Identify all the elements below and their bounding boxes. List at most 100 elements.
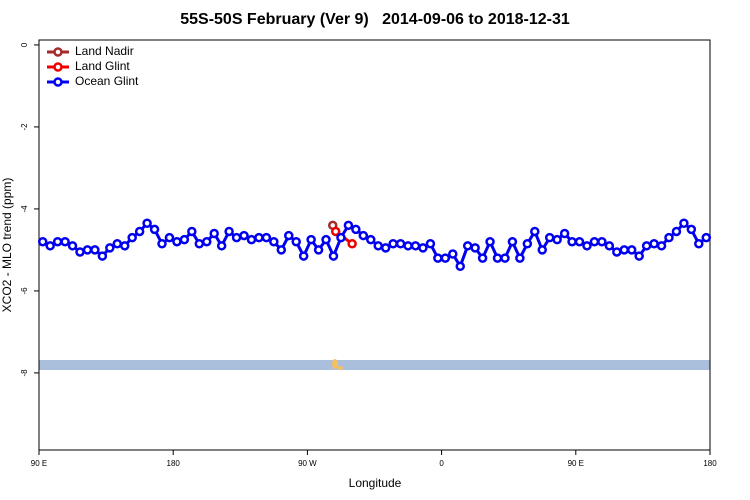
point (37, 236, 48, 247)
point (664, 232, 674, 243)
point (202, 236, 212, 247)
point (343, 220, 354, 231)
point (649, 239, 659, 249)
point (574, 236, 585, 247)
point (448, 249, 458, 259)
point (515, 253, 525, 263)
land-mask-spot (332, 359, 338, 369)
point (485, 236, 495, 247)
point (75, 247, 85, 257)
point (172, 236, 182, 247)
point (477, 253, 488, 263)
y-tick-label: -8 (20, 369, 29, 377)
point (187, 226, 197, 237)
x-tick-label: 0 (439, 459, 444, 468)
y-tick-label: 0 (20, 42, 29, 47)
point (470, 243, 480, 253)
legend-marker (53, 77, 63, 87)
point (276, 245, 287, 255)
point (157, 239, 167, 249)
x-tick-label: 90 W (298, 459, 317, 468)
legend-marker (53, 47, 63, 57)
plot-frame (38, 39, 711, 451)
y-axis-label: XCO2 - MLO trend (ppm) (0, 178, 14, 313)
point (388, 239, 398, 249)
x-tick-label: 180 (167, 459, 181, 468)
point (127, 232, 137, 243)
point (298, 251, 309, 261)
point (380, 243, 391, 253)
point (582, 241, 592, 251)
point (347, 239, 357, 249)
point (507, 236, 518, 247)
point (425, 239, 436, 249)
point (112, 239, 123, 249)
point (52, 236, 63, 247)
point (366, 234, 376, 245)
point (67, 241, 78, 251)
point (179, 234, 190, 245)
point (701, 232, 712, 243)
point (269, 236, 279, 247)
point (60, 236, 70, 247)
point (142, 218, 152, 229)
point (254, 232, 264, 243)
point (671, 226, 682, 237)
point (209, 228, 219, 239)
point (82, 245, 93, 255)
x-tick-label: 180 (703, 459, 717, 468)
point (433, 253, 443, 263)
point (559, 228, 570, 239)
point (694, 239, 704, 249)
point (500, 253, 510, 263)
point (537, 245, 547, 255)
point (656, 241, 667, 251)
point (686, 224, 697, 235)
x-tick-label: 90 E (568, 459, 584, 468)
point (492, 253, 503, 263)
x-tick-label: 90 E (31, 459, 47, 468)
point (634, 251, 644, 261)
y-tick-label: -6 (20, 287, 29, 295)
point (358, 230, 369, 241)
point (619, 245, 630, 255)
point (216, 241, 227, 251)
point (321, 234, 331, 245)
point (328, 251, 339, 261)
point (149, 224, 160, 235)
point (105, 243, 115, 253)
point (239, 230, 249, 241)
point (567, 236, 577, 247)
legend-label: Ocean Glint (75, 74, 139, 88)
point (351, 224, 361, 235)
x-axis-label: Longitude (349, 476, 402, 490)
point (119, 241, 130, 251)
point (306, 234, 316, 245)
point (440, 253, 451, 263)
point (462, 241, 473, 251)
legend-label: Land Glint (75, 59, 130, 73)
y-tick-label: -2 (20, 123, 29, 131)
point (544, 232, 555, 243)
point (330, 226, 341, 237)
point (90, 245, 100, 255)
point (597, 236, 607, 247)
point (291, 236, 301, 247)
point (403, 241, 413, 251)
point (410, 241, 421, 251)
point (522, 239, 533, 249)
point (261, 232, 272, 243)
point (679, 218, 689, 229)
land-mask-band (39, 360, 710, 370)
point (164, 232, 175, 243)
point (418, 243, 428, 253)
legend-label: Land Nadir (75, 44, 134, 58)
point (612, 247, 622, 257)
point (641, 241, 652, 251)
y-tick-label: -4 (20, 205, 29, 213)
point (134, 226, 145, 237)
chart-title: 55S-50S February (Ver 9) 2014-09-06 to 2… (180, 11, 570, 28)
point (530, 226, 540, 237)
point (604, 241, 615, 251)
point (224, 226, 234, 237)
